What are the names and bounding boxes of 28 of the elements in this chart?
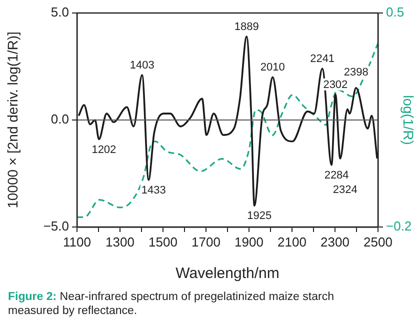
annotation: 2010: [260, 62, 285, 74]
x-tick-label: 1900: [234, 234, 264, 250]
y-tick-label: 0.0: [50, 112, 69, 127]
x-axis-title: Wavelength/nm: [176, 265, 280, 282]
x-tick-label: 1100: [63, 234, 91, 250]
y-axis-title: 10000 × [2nd deriv. log(1/R)]: [4, 32, 20, 208]
y-tick-label: 5.0: [50, 4, 69, 20]
y2-tick-label: −0.2: [386, 218, 412, 234]
x-tick-label: 2300: [320, 234, 350, 250]
annotation: 2241: [310, 53, 335, 66]
y-tick-label: −5.0: [43, 218, 69, 234]
x-tick-label: 2100: [278, 234, 306, 250]
caption: Figure 2: Near-infrared spectrum of pregelatinized maize starch measured by reflectance.: [8, 290, 335, 318]
y2-axis-title: log(1/R): [400, 95, 416, 145]
annotation: 1403: [130, 60, 154, 72]
annotation: 2324: [332, 184, 358, 196]
annotation: 2302: [323, 78, 348, 91]
y2-tick-label: 0.5: [386, 4, 404, 20]
x-tick-label: 1700: [192, 234, 220, 250]
annotation: 1433: [141, 184, 166, 196]
annotation: 2284: [324, 169, 349, 182]
x-tick-label: 2500: [364, 234, 392, 250]
annotation: 1889: [234, 21, 259, 34]
x-tick-label: 1500: [148, 234, 178, 250]
annotation: 1202: [92, 144, 116, 156]
x-tick-label: 1300: [106, 234, 134, 250]
annotation: 2398: [344, 66, 368, 78]
annotation: 1925: [247, 210, 272, 222]
